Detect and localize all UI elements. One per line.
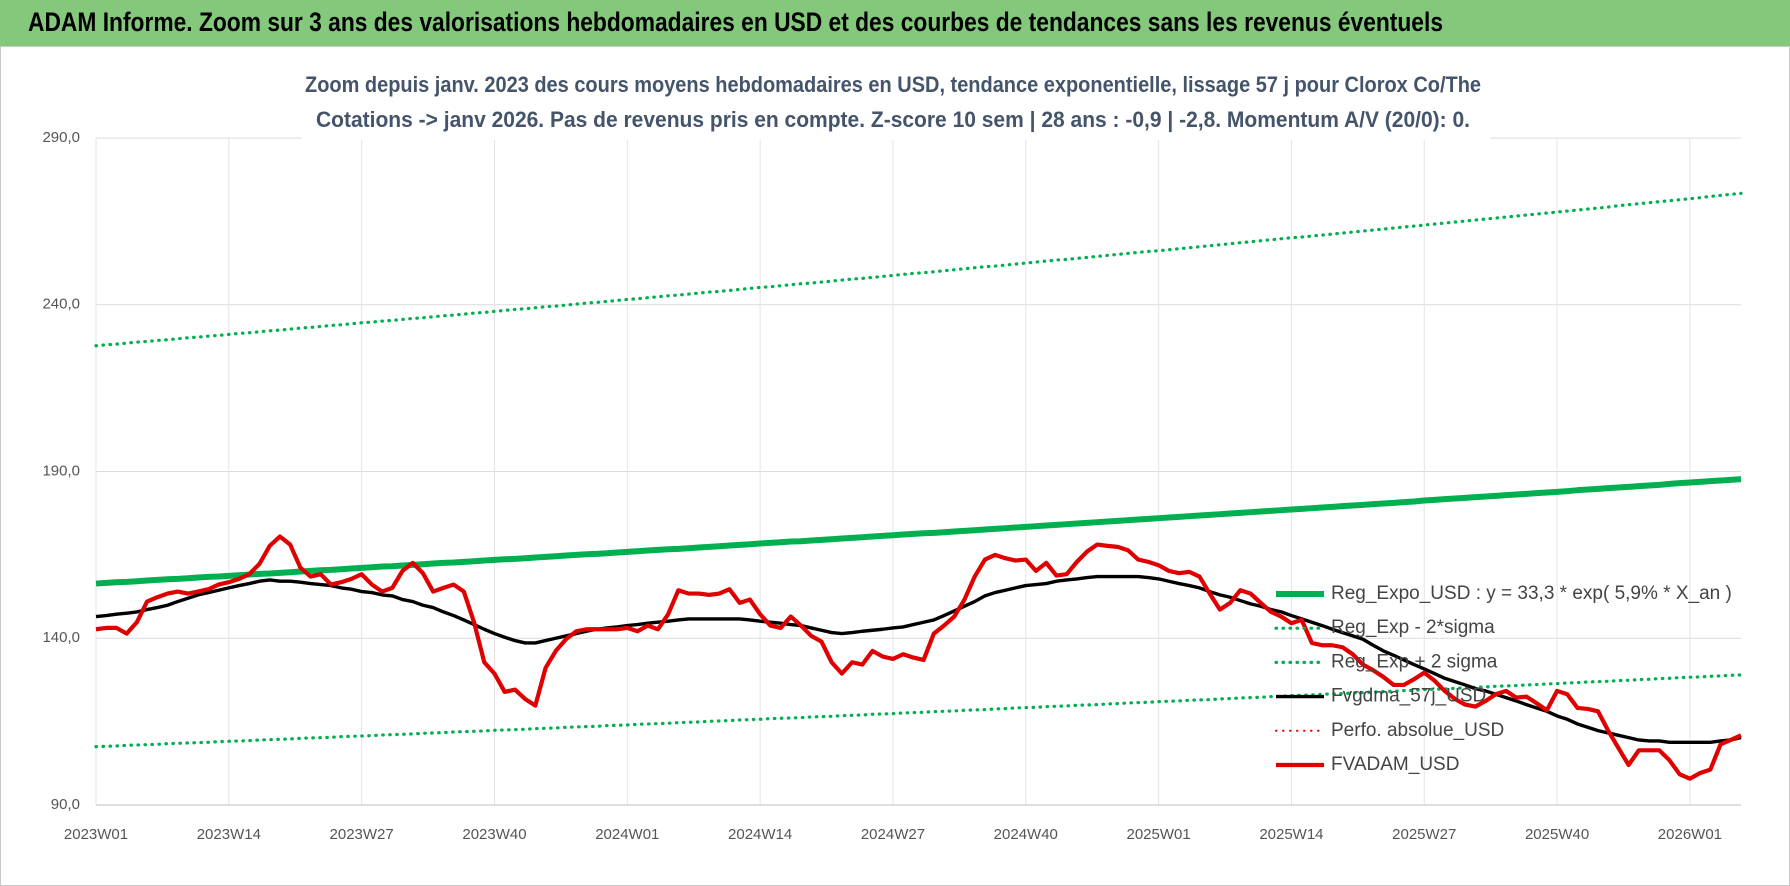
x-tick-label: 2025W40: [1525, 826, 1589, 843]
x-tick-label: 2023W27: [330, 826, 394, 843]
legend-label: Fvgdma_57j_USD: [1331, 686, 1486, 707]
x-tick-label: 2024W40: [994, 826, 1058, 843]
chart-subtitle: Cotations -> janv 2026. Pas de revenus p…: [316, 107, 1470, 132]
legend-label: Reg_Expo_USD : y = 33,3 * exp( 5,9% * X_…: [1331, 583, 1732, 604]
x-tick-label: 2025W14: [1259, 826, 1323, 843]
header-title: ADAM Informe. Zoom sur 3 ans des valoris…: [28, 7, 1443, 37]
chart-frame: [0, 46, 1790, 886]
x-tick-label: 2024W27: [861, 826, 925, 843]
legend-label: Perfo. absolue_USD: [1331, 720, 1504, 741]
x-tick-label: 2023W40: [462, 826, 526, 843]
x-tick-label: 2023W01: [64, 826, 128, 843]
legend-label: FVADAM_USD: [1331, 754, 1459, 775]
y-tick-label: 140,0: [42, 629, 80, 646]
y-tick-label: 240,0: [42, 296, 80, 313]
y-tick-label: 290,0: [42, 129, 80, 146]
header-bar: [0, 0, 1790, 46]
plot-area: 90,0 140,0 190,0 240,0 290,0 2023W01 2023W14 20…: [42, 129, 1743, 843]
x-tick-label: 2025W01: [1126, 826, 1190, 843]
x-tick-label: 2023W14: [197, 826, 261, 843]
title-background: [302, 70, 1490, 140]
chart-title: Zoom depuis janv. 2023 des cours moyens …: [305, 72, 1481, 97]
x-tick-label: 2026W01: [1658, 826, 1722, 843]
series-line: [95, 476, 1742, 587]
series-line: [94, 191, 1743, 348]
series-line: [95, 574, 1742, 744]
y-tick-label: 190,0: [42, 462, 80, 479]
series-line: [95, 534, 1742, 781]
legend-label: Reg_Exp - 2*sigma: [1331, 617, 1495, 638]
series-line: [94, 673, 1743, 749]
y-tick-label: 90,0: [51, 796, 80, 813]
x-tick-label: 2024W01: [595, 826, 659, 843]
x-tick-label: 2024W14: [728, 826, 792, 843]
x-tick-label: 2025W27: [1392, 826, 1456, 843]
legend-label: Reg_Exp + 2 sigma: [1331, 651, 1498, 672]
